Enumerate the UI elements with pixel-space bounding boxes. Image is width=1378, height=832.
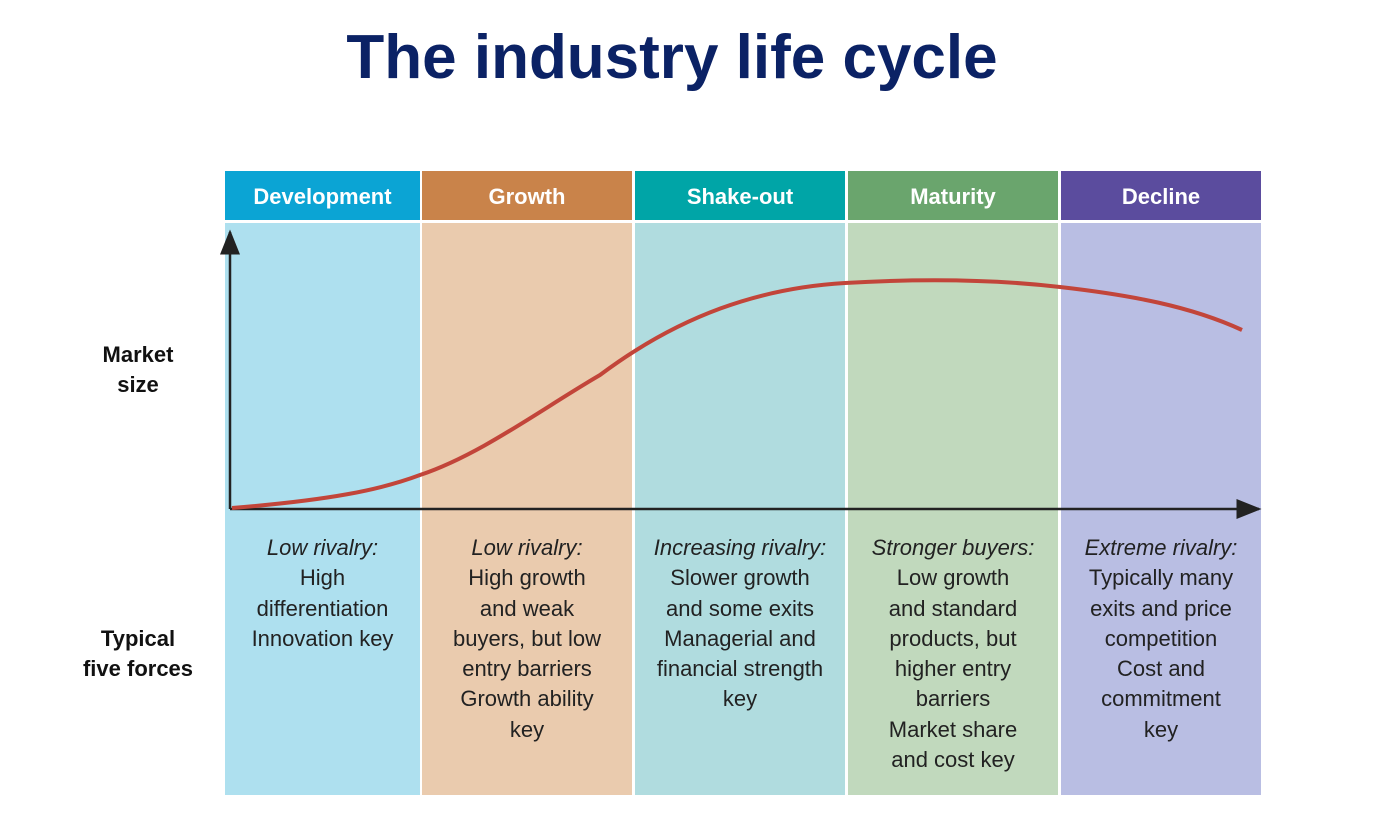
stage-description: Low rivalry: High differentiation Innovatio…	[219, 533, 426, 654]
description-line: Slower growth	[670, 565, 810, 591]
stage-header: Growth	[422, 171, 632, 220]
description-line: and some exits	[666, 595, 814, 621]
description-line: key	[1143, 716, 1179, 742]
description-line: key	[509, 716, 545, 742]
description-line: High	[299, 565, 346, 591]
description-line: commitment	[1101, 686, 1221, 712]
label-line: Market	[102, 342, 174, 367]
stage-header: Decline	[1061, 171, 1261, 220]
stage-header: Shake-out	[635, 171, 845, 220]
label-line: size	[117, 372, 159, 397]
title: The industry life cycle	[346, 23, 998, 92]
description-line: Managerial and	[664, 625, 816, 651]
description-line: competition	[1104, 625, 1218, 651]
description-line: products, but	[889, 625, 1017, 651]
row-label: Market size	[60, 340, 216, 400]
label-line: five forces	[82, 656, 194, 681]
description-line: Low growth	[896, 565, 1010, 591]
label-line: Typical	[100, 626, 176, 651]
description-line: buyers, but low	[453, 625, 601, 651]
description-line: key	[722, 686, 758, 712]
description-line: High growth	[468, 565, 586, 591]
stage-description: Increasing rivalry: Slower growth and some…	[629, 533, 851, 715]
description-lead: Low rivalry:	[266, 535, 379, 560]
description-line: financial strength	[656, 656, 824, 682]
life-cycle-curve	[231, 278, 1243, 510]
description-line: barriers	[915, 686, 991, 712]
stage-description: Stronger buyers: Low growth and standard pr…	[842, 533, 1064, 775]
description-lead: Extreme rivalry:	[1084, 535, 1238, 560]
row-label: Typical five forces	[60, 624, 216, 684]
description-line: and standard	[888, 595, 1018, 621]
description-line: Growth ability	[460, 686, 594, 712]
description-lead: Stronger buyers:	[871, 535, 1035, 560]
stage-description: Low rivalry: High growth and weak buyers, b…	[416, 533, 638, 745]
description-line: differentiation	[256, 595, 389, 621]
stage-header: Development	[225, 171, 420, 220]
description-line: higher entry	[894, 656, 1012, 682]
description-lead: Low rivalry:	[471, 535, 583, 560]
description-line: and cost key	[891, 747, 1015, 773]
description-line: Market share	[888, 716, 1018, 742]
description-line: Typically many	[1088, 565, 1234, 591]
description-lead: Increasing rivalry:	[653, 535, 827, 560]
stage-header: Maturity	[848, 171, 1058, 220]
description-line: exits and price	[1090, 595, 1232, 621]
description-line: and weak	[479, 595, 575, 621]
description-line: Innovation key	[251, 625, 394, 651]
stage-description: Extreme rivalry: Typically many exits and …	[1055, 533, 1267, 745]
description-line: Cost and	[1116, 656, 1206, 682]
description-line: entry barriers	[462, 656, 592, 682]
